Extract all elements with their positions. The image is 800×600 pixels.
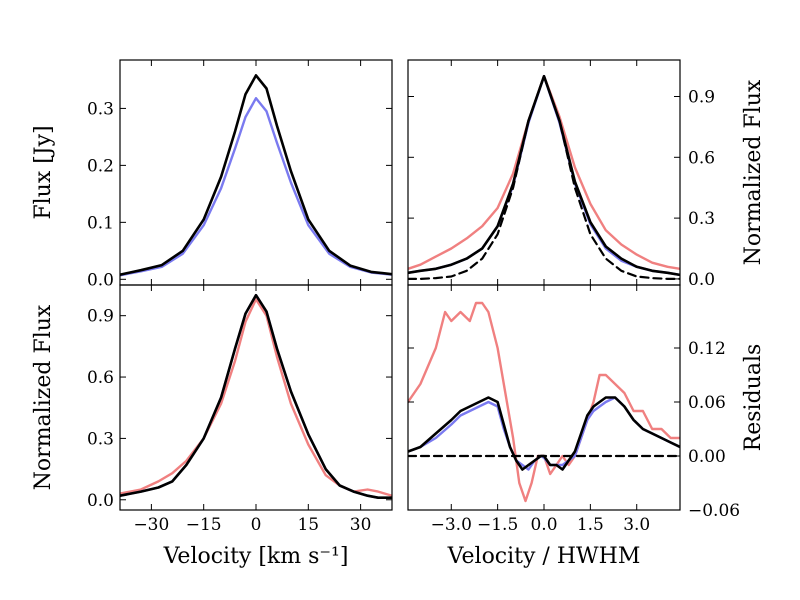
panel-bottom-left: −30 −15 0 15 30 0.0 0.3 0.6 0.9 Normalized Flux Ve… bbox=[31, 284, 393, 569]
y-tick-label: 0.0 bbox=[688, 270, 715, 290]
x-tick-label: 0.0 bbox=[530, 515, 557, 535]
y-axis-title: Residuals bbox=[741, 344, 766, 452]
x-axis-title: Velocity / HWHM bbox=[447, 544, 641, 569]
x-axis-title: Velocity [km s⁻¹] bbox=[163, 544, 349, 569]
y-tick-label: 0.6 bbox=[688, 148, 715, 168]
x-tick-label: 30 bbox=[350, 515, 372, 535]
panels: 0.0 0.1 0.2 0.3 Flux [Jy] 0.0 0.3 0.6 0.9 Normali… bbox=[31, 59, 766, 569]
y-tick-label: −0.06 bbox=[688, 501, 740, 521]
y-tick-label: 0.9 bbox=[688, 87, 715, 107]
y-tick-label: 0.0 bbox=[87, 491, 114, 511]
series-black-line bbox=[408, 396, 680, 471]
y-tick-label: 0.3 bbox=[688, 209, 715, 229]
series-black-line bbox=[120, 293, 392, 500]
y-tick-label: 0.3 bbox=[87, 429, 114, 449]
panel-bottom-right: −3.0 −1.5 0.0 1.5 3.0 −0.06 0.00 0.06 0.12 Residu… bbox=[407, 284, 766, 569]
y-axis-title: Normalized Flux bbox=[31, 304, 56, 490]
x-tick-label: −30 bbox=[133, 515, 169, 535]
series-group bbox=[120, 74, 392, 277]
y-tick-label: 0.6 bbox=[87, 368, 114, 388]
y-tick-label: 0.9 bbox=[87, 307, 114, 327]
x-tick-label: 3.0 bbox=[623, 515, 650, 535]
y-axis-title: Normalized Flux bbox=[741, 79, 766, 265]
y-tick-label: 0.12 bbox=[688, 339, 726, 359]
series-gaussian-line bbox=[408, 75, 680, 280]
series-group bbox=[408, 301, 680, 503]
y-axis-title: Flux [Jy] bbox=[31, 125, 56, 219]
y-tick-label: 0.00 bbox=[688, 447, 726, 467]
series-group bbox=[408, 74, 680, 280]
panel-top-left: 0.0 0.1 0.2 0.3 Flux [Jy] bbox=[31, 59, 393, 290]
y-tick-label: 0.1 bbox=[87, 213, 114, 233]
series-black-line bbox=[120, 74, 392, 277]
series-red-line bbox=[408, 301, 680, 503]
series-group bbox=[120, 293, 392, 500]
y-tick-label: 0.0 bbox=[87, 270, 114, 290]
y-tick-label: 0.2 bbox=[87, 156, 114, 176]
x-tick-label: −15 bbox=[186, 515, 222, 535]
x-tick-label: −3.0 bbox=[431, 515, 472, 535]
x-tick-label: 0 bbox=[251, 515, 262, 535]
x-tick-label: 1.5 bbox=[577, 515, 604, 535]
x-tick-label: 15 bbox=[297, 515, 319, 535]
series-blue-line bbox=[120, 96, 392, 277]
y-tick-label: 0.06 bbox=[688, 393, 726, 413]
y-tick-label: 0.3 bbox=[87, 99, 114, 119]
x-tick-label: −1.5 bbox=[477, 515, 518, 535]
